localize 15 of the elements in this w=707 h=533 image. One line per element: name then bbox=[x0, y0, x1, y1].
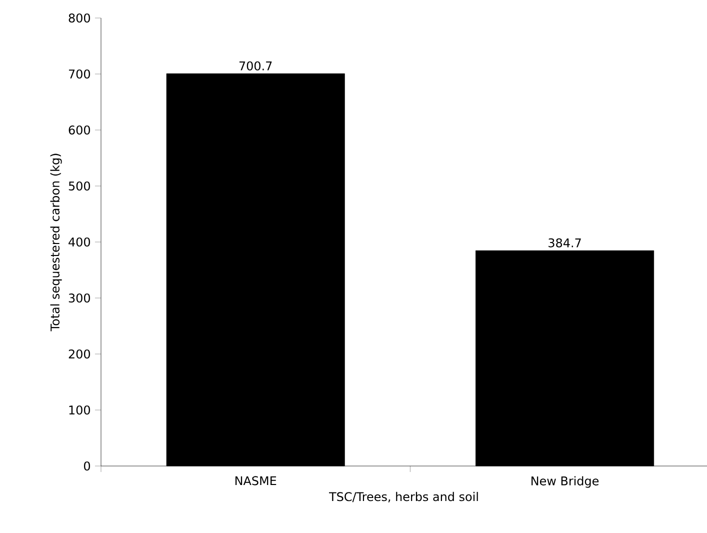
data-label: 384.7 bbox=[548, 238, 581, 248]
y-tick-label: 100 bbox=[69, 405, 90, 415]
y-tick-label: 800 bbox=[68, 13, 90, 23]
x-axis-title: TSC/Trees, herbs and soil bbox=[329, 492, 478, 502]
x-tick-label: New Bridge bbox=[532, 476, 599, 488]
x-tick-label: NASME bbox=[235, 476, 276, 486]
y-tick-label: 300 bbox=[68, 293, 90, 303]
y-axis-title: Total sequestered carbon (kg) bbox=[50, 154, 62, 332]
y-tick-label: 600 bbox=[68, 125, 90, 135]
data-label: 700.7 bbox=[239, 61, 272, 70]
y-tick-label: 500 bbox=[68, 181, 90, 191]
y-tick-label: 200 bbox=[68, 349, 90, 359]
y-tick-label: 0 bbox=[84, 461, 90, 471]
y-tick-label: 400 bbox=[68, 237, 90, 247]
y-tick-label: 700 bbox=[68, 69, 90, 79]
